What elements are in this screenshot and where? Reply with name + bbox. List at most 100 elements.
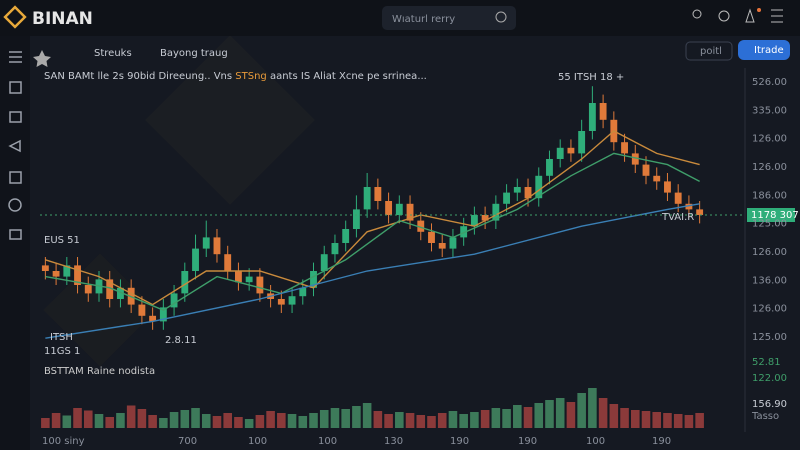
sidebar-icons[interactable] bbox=[8, 51, 22, 240]
volume-bar bbox=[577, 393, 586, 428]
volume-bar bbox=[244, 419, 254, 428]
volume-bar bbox=[83, 410, 93, 428]
candle-body bbox=[117, 287, 124, 299]
candle-body bbox=[192, 248, 199, 271]
price-tag: 1178 307 bbox=[751, 210, 799, 221]
volume-bar bbox=[116, 413, 125, 428]
logo-icon bbox=[3, 5, 27, 29]
x-axis-label: 190 bbox=[652, 436, 671, 447]
volume-bar bbox=[73, 408, 82, 428]
favorite-icon[interactable] bbox=[33, 50, 51, 67]
candle-body bbox=[149, 315, 157, 322]
volume-bar bbox=[191, 408, 200, 428]
volume-bar bbox=[523, 407, 533, 428]
candle-body bbox=[492, 203, 500, 221]
volume-axis-label: 52.81 bbox=[752, 357, 781, 368]
candle-body bbox=[685, 203, 693, 210]
moving-average bbox=[45, 152, 700, 311]
volume-bar bbox=[384, 414, 393, 428]
search-box[interactable]: Wıaturl rerry bbox=[382, 6, 516, 30]
volume-bar bbox=[491, 408, 501, 428]
candle-body bbox=[256, 276, 264, 294]
candle-body bbox=[395, 203, 403, 215]
candle-body bbox=[74, 265, 81, 285]
volume-bar bbox=[169, 412, 179, 428]
candle-body bbox=[438, 243, 446, 249]
candle-body bbox=[406, 203, 414, 221]
x-axis-label: 190 bbox=[450, 436, 469, 447]
sidebar bbox=[0, 36, 30, 450]
top-icons[interactable] bbox=[692, 8, 783, 23]
volume-bar bbox=[159, 418, 168, 428]
volume-bar bbox=[620, 408, 629, 428]
volume-bar bbox=[684, 415, 694, 428]
candle-body bbox=[106, 279, 114, 299]
volume-bar bbox=[502, 409, 511, 428]
volume-bar bbox=[180, 410, 190, 428]
candle-body bbox=[524, 187, 532, 199]
candle-body bbox=[417, 220, 425, 232]
volume-bar bbox=[277, 413, 286, 428]
candle-body bbox=[653, 175, 661, 182]
volume-bar bbox=[609, 404, 619, 428]
legend: SAN BAMt lle 2s 90bid Direeung.. Vns STS… bbox=[44, 71, 427, 82]
candle-body bbox=[224, 254, 232, 271]
button-label: poitl bbox=[700, 46, 722, 57]
volume-bar bbox=[223, 413, 232, 428]
candle-body bbox=[342, 229, 350, 243]
logo: BINAN bbox=[32, 9, 93, 29]
y-axis-label: 125.00 bbox=[752, 332, 787, 343]
candle-body bbox=[513, 187, 521, 193]
volume-bar bbox=[588, 388, 597, 428]
volume-bar bbox=[212, 416, 222, 428]
volume-bar bbox=[255, 415, 265, 428]
menu[interactable]: Streuks bbox=[94, 48, 132, 59]
candle-body bbox=[470, 215, 478, 227]
candle-body bbox=[599, 103, 607, 120]
volume-axis-label: 156.90 bbox=[752, 399, 787, 410]
volume-bar bbox=[673, 414, 683, 428]
x-axis-label: 100 siny bbox=[42, 436, 85, 447]
volume-bar bbox=[309, 413, 318, 428]
menu[interactable]: Bayong traug bbox=[160, 48, 228, 59]
candle-body bbox=[181, 271, 189, 294]
volume-bar bbox=[105, 417, 115, 428]
volume-bar bbox=[298, 416, 308, 428]
candle-body bbox=[234, 271, 242, 283]
volume-bar bbox=[341, 409, 350, 428]
candle-body bbox=[578, 131, 586, 154]
button[interactable]: poitl bbox=[685, 41, 733, 61]
candle-body bbox=[546, 159, 553, 176]
candle-body bbox=[535, 175, 543, 199]
volume-bar bbox=[352, 406, 361, 428]
volume-bar bbox=[555, 398, 565, 428]
candle-body bbox=[320, 254, 328, 271]
x-axis-label: 100 bbox=[586, 436, 605, 447]
volume-bar bbox=[126, 405, 136, 428]
candle-body bbox=[363, 187, 371, 210]
volume-bar bbox=[545, 400, 554, 428]
candle-body bbox=[642, 164, 650, 176]
candle-body bbox=[202, 237, 210, 249]
volume-bar bbox=[566, 402, 576, 428]
candle-body bbox=[631, 153, 639, 165]
annotation: 11GS 1 bbox=[44, 346, 80, 357]
volume-bar bbox=[448, 411, 458, 428]
candle-body bbox=[674, 192, 682, 204]
candle-body bbox=[170, 293, 178, 308]
volume-bar bbox=[330, 408, 340, 428]
volume-bar bbox=[534, 403, 544, 428]
candle-body bbox=[664, 181, 671, 193]
volume-bar bbox=[148, 415, 157, 428]
y-axis-label: 136.00 bbox=[752, 275, 787, 286]
volume-bar bbox=[470, 412, 479, 428]
button[interactable]: Itrade bbox=[738, 40, 790, 60]
volume-bar bbox=[695, 413, 704, 428]
candle-body bbox=[213, 237, 221, 255]
candle-body bbox=[84, 285, 92, 294]
y-axis-label: 186.00 bbox=[752, 190, 787, 201]
candle-body bbox=[588, 103, 596, 131]
candle-body bbox=[310, 271, 317, 288]
y-axis-label: 126.00 bbox=[752, 304, 787, 315]
